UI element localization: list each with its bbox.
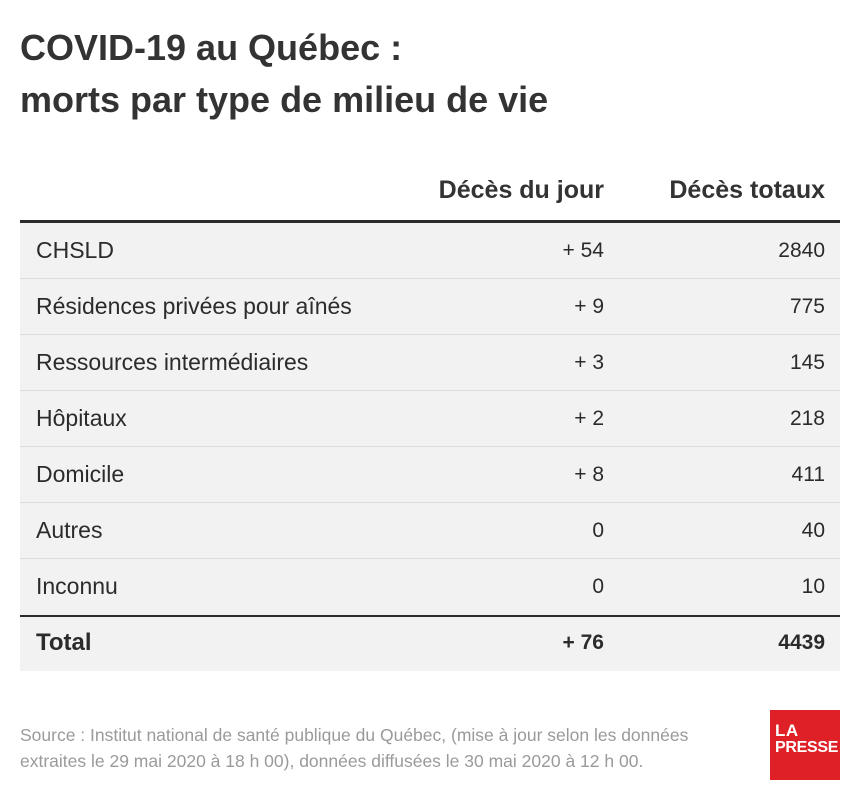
title-line-1: COVID-19 au Québec : — [20, 27, 403, 68]
row-daily-deaths: + 9 — [574, 295, 604, 318]
row-total-deaths: 145 — [789, 351, 825, 374]
row-label: Hôpitaux — [36, 405, 127, 431]
row-daily-deaths: + 54 — [562, 239, 604, 262]
row-daily-deaths: 0 — [592, 519, 604, 542]
row-daily-deaths: + 3 — [574, 351, 604, 374]
row-total-deaths: 40 — [801, 519, 825, 542]
table-row: Hôpitaux + 2 218 — [20, 391, 840, 447]
table-row: Inconnu 0 10 — [20, 559, 840, 615]
row-label: Autres — [36, 517, 103, 543]
row-total-deaths: 411 — [791, 463, 825, 486]
source-note: Source : Institut national de santé publ… — [20, 725, 689, 771]
table-row: Autres 0 40 — [20, 503, 840, 559]
logo-line-1: LA — [775, 721, 799, 740]
column-header-daily-deaths: Décès du jour — [438, 176, 604, 204]
row-daily-deaths: + 2 — [574, 407, 604, 430]
table-row: Ressources intermédiaires + 3 145 — [20, 335, 840, 391]
row-label: Résidences privées pour aînés — [36, 293, 352, 319]
row-label: Domicile — [36, 461, 125, 487]
column-header-total-deaths: Décès totaux — [669, 176, 825, 204]
deaths-table: Décès du jour Décès totaux CHSLD + 54 28… — [20, 162, 840, 671]
row-label: Inconnu — [36, 573, 118, 599]
row-label: Ressources intermédiaires — [36, 349, 309, 375]
table-row: Résidences privées pour aînés + 9 775 — [20, 279, 840, 335]
total-daily-deaths: + 76 — [562, 631, 604, 654]
row-total-deaths: 775 — [789, 295, 825, 318]
row-label: CHSLD — [36, 237, 114, 263]
row-total-deaths: 10 — [801, 575, 825, 598]
total-label: Total — [36, 629, 92, 656]
table-total-row: Total + 76 4439 — [20, 615, 840, 671]
la-presse-logo: LA PRESSE — [770, 710, 840, 780]
table-header: Décès du jour Décès totaux — [20, 162, 840, 223]
table-row: Domicile + 8 411 — [20, 447, 840, 503]
total-deaths: 4439 — [778, 631, 825, 654]
table-row: CHSLD + 54 2840 — [20, 223, 840, 279]
row-daily-deaths: + 8 — [574, 463, 604, 486]
row-total-deaths: 2840 — [778, 239, 825, 262]
row-daily-deaths: 0 — [592, 575, 604, 598]
logo-line-2: PRESSE — [775, 739, 839, 756]
page-title: COVID-19 au Québec : morts par type de m… — [20, 22, 840, 126]
row-total-deaths: 218 — [789, 407, 825, 430]
title-line-2: morts par type de milieu de vie — [20, 79, 549, 120]
